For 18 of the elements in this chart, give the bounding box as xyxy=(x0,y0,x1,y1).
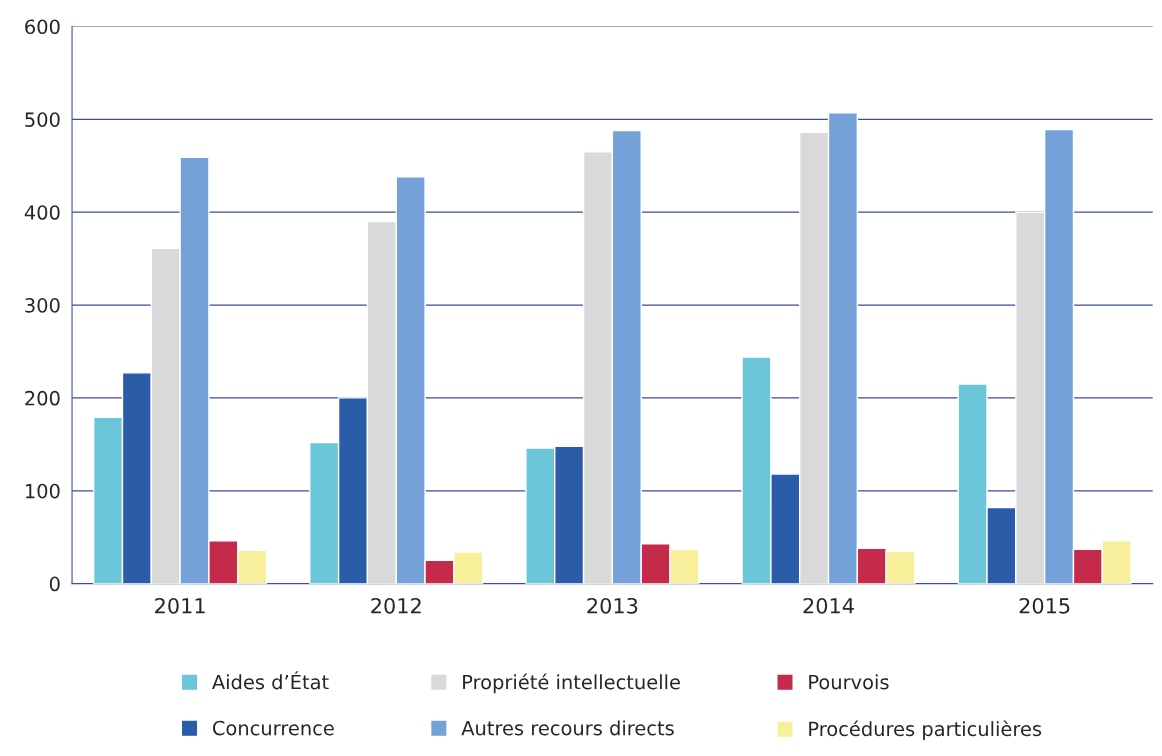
y-tick-label: 400 xyxy=(24,205,60,220)
legend-label: Pourvois xyxy=(809,674,889,690)
x-tick-label: 2011 xyxy=(155,597,205,614)
x-tick-label: 2013 xyxy=(587,597,638,614)
x-tick-label: 2012 xyxy=(371,597,421,614)
y-tick-label: 200 xyxy=(25,390,60,406)
y-tick-label: 100 xyxy=(25,483,60,499)
legend-label: Procédures particulières xyxy=(809,720,1042,740)
y-tick-label: 300 xyxy=(25,298,60,313)
x-tick-label: 2015 xyxy=(1019,597,1070,614)
y-tick-label: 0 xyxy=(49,576,60,592)
legend-label: Concurrence xyxy=(212,720,334,736)
x-tick-label: 2014 xyxy=(803,597,854,614)
y-tick-label: 500 xyxy=(25,112,60,127)
legend-label: Propriété intellectuelle xyxy=(463,673,680,694)
y-tick-label: 600 xyxy=(25,19,60,35)
legend-label: Aides d’État xyxy=(212,671,329,690)
legend-label: Autres recours directs xyxy=(461,720,674,736)
